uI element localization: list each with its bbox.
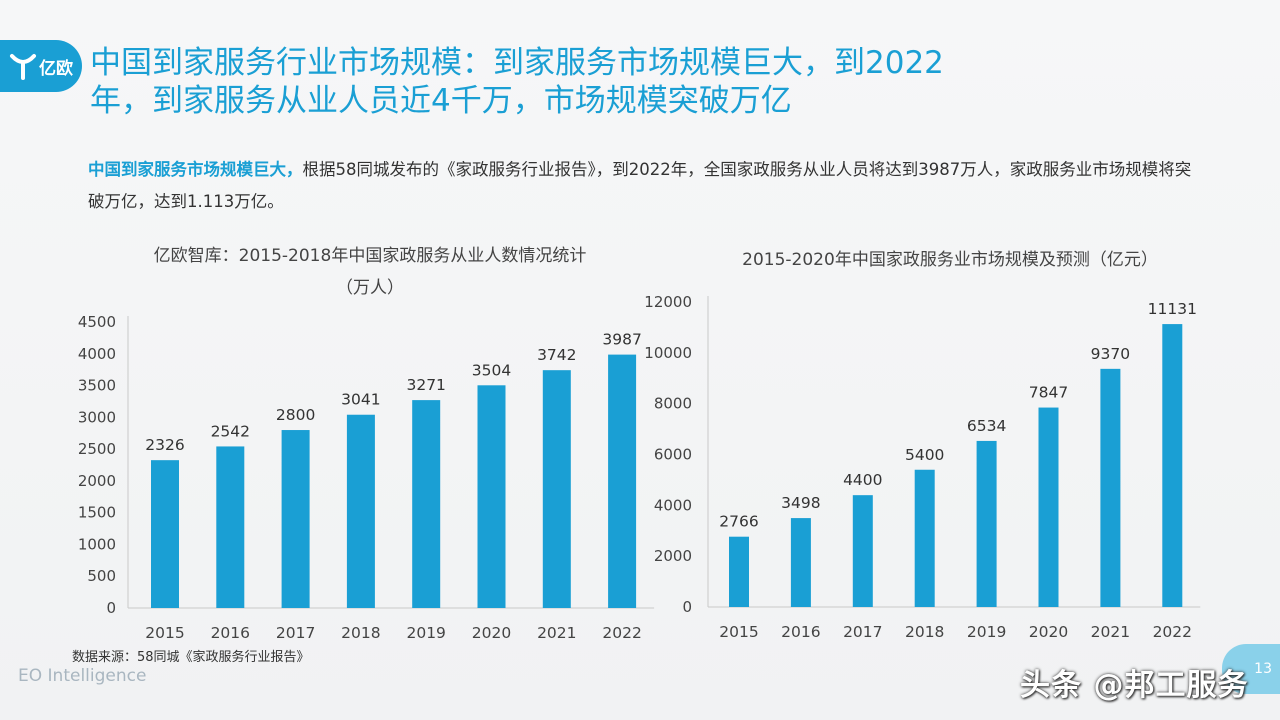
logo-mark-icon xyxy=(10,54,36,80)
chart1-y-tick-label: 4500 xyxy=(78,313,116,331)
chart1-title-line2: （万人） xyxy=(336,278,404,298)
chart1-y-tick-label: 1500 xyxy=(78,504,116,522)
summary-highlight: 中国到家服务市场规模巨大， xyxy=(88,160,303,179)
chart1-x-tick-label: 2015 xyxy=(145,624,184,642)
footer-brand: EO Intelligence xyxy=(18,666,147,686)
chart2-bar xyxy=(1100,368,1121,607)
data-source: 数据来源：58同城《家政服务行业报告》 xyxy=(72,650,310,665)
chart1-bar xyxy=(477,385,506,608)
chart2-data-label: 11131 xyxy=(1148,300,1197,318)
chart1-title-line1: 亿欧智库：2015-2018年中国家政服务从业人数情况统计 xyxy=(153,246,587,266)
chart1-x-tick-label: 2019 xyxy=(406,624,445,642)
chart1-y-tick-label: 500 xyxy=(87,567,116,585)
chart2-data-label: 2766 xyxy=(719,513,758,531)
chart1-data-label: 3987 xyxy=(602,331,641,349)
chart2-x-tick-label: 2017 xyxy=(843,623,882,641)
chart2-title: 2015-2020年中国家政服务业市场规模及预测（亿元） xyxy=(742,250,1158,270)
chart2-bar xyxy=(790,518,811,607)
chart1-y-tick-label: 3500 xyxy=(78,377,116,395)
chart1-data-label: 2326 xyxy=(145,436,184,454)
chart2-data-label: 5400 xyxy=(905,446,944,464)
chart1-bar xyxy=(412,400,441,608)
chart1-bar xyxy=(542,370,571,608)
chart2-data-label: 4400 xyxy=(843,471,882,489)
chart2-bar xyxy=(976,440,997,607)
chart1-x-tick-label: 2016 xyxy=(211,624,250,642)
chart2-y-tick-label: 8000 xyxy=(654,395,692,413)
chart2-y-tick-label: 0 xyxy=(682,598,692,616)
watermark: 头条 @邦工服务 xyxy=(1020,668,1249,703)
chart1-x-tick-label: 2017 xyxy=(276,624,315,642)
chart2-y-tick-label: 2000 xyxy=(654,547,692,565)
chart1-data-label: 2800 xyxy=(276,406,315,424)
chart1-y-tick-label: 1000 xyxy=(78,535,116,553)
chart1-y-tick-label: 4000 xyxy=(78,345,116,363)
chart1-y-tick-label: 2000 xyxy=(78,472,116,490)
page-number: 13 xyxy=(1222,644,1280,694)
chart2-data-label: 7847 xyxy=(1029,384,1068,402)
page-title: 中国到家服务行业市场规模：到家服务市场规模巨大，到2022年，到家服务从业人员近… xyxy=(90,45,944,119)
chart2-bar xyxy=(1162,324,1183,607)
chart2-data-label: 6534 xyxy=(967,417,1006,435)
summary-body: 根据58同城发布的《家政服务行业报告》，到2022年，全国家政服务从业人员将达到… xyxy=(88,160,1192,211)
logo-text: 亿欧 xyxy=(39,58,73,79)
chart1-y-tick-label: 2500 xyxy=(78,440,116,458)
chart2-x-tick-label: 2018 xyxy=(905,623,944,641)
chart1-title: 亿欧智库：2015-2018年中国家政服务从业人数情况统计 （万人） xyxy=(120,240,620,304)
chart1-x-tick-label: 2020 xyxy=(472,624,511,642)
chart1-y-tick-label: 3000 xyxy=(78,408,116,426)
chart2-x-tick-label: 2019 xyxy=(967,623,1006,641)
chart1-x-tick-label: 2018 xyxy=(341,624,380,642)
summary-text: 中国到家服务市场规模巨大，根据58同城发布的《家政服务行业报告》，到2022年，… xyxy=(88,154,1198,218)
chart2-x-tick-label: 2022 xyxy=(1153,623,1192,641)
chart2-y-tick-label: 4000 xyxy=(654,496,692,514)
chart2-data-label: 9370 xyxy=(1091,345,1130,363)
chart1-x-tick-label: 2021 xyxy=(537,624,576,642)
chart2-bar xyxy=(914,469,935,607)
chart1-bar xyxy=(281,430,310,608)
chart1-data-label: 3271 xyxy=(406,376,445,394)
chart2-bar xyxy=(852,495,873,607)
chart1-data-label: 3742 xyxy=(537,346,576,364)
chart2-y-tick-label: 12000 xyxy=(644,293,692,311)
chart2-bar xyxy=(729,536,749,607)
chart1-bar xyxy=(608,354,637,608)
chart1-x-tick-label: 2022 xyxy=(602,624,641,642)
chart1-bar xyxy=(151,460,179,608)
chart2-data-label: 3498 xyxy=(781,494,820,512)
chart2-x-tick-label: 2015 xyxy=(719,623,758,641)
chart1-data-label: 3504 xyxy=(472,361,511,379)
chart2-x-tick-label: 2020 xyxy=(1029,623,1068,641)
chart1-bar xyxy=(346,414,375,608)
chart1-bar xyxy=(216,446,245,608)
chart1-y-tick-label: 0 xyxy=(106,599,116,617)
chart2-x-tick-label: 2016 xyxy=(781,623,820,641)
chart1-data-label: 2542 xyxy=(211,422,250,440)
logo-badge: 亿欧 xyxy=(0,40,82,92)
chart2-y-tick-label: 10000 xyxy=(644,344,692,362)
chart2-bar xyxy=(1038,407,1059,607)
chart2-x-tick-label: 2021 xyxy=(1091,623,1130,641)
chart2-y-tick-label: 6000 xyxy=(654,446,692,464)
chart1-data-label: 3041 xyxy=(341,391,380,409)
